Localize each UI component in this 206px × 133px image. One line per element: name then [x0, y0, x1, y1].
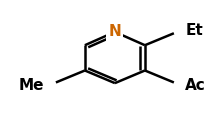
Text: Et: Et — [184, 23, 202, 38]
Text: Me: Me — [19, 78, 44, 93]
Text: Ac: Ac — [184, 78, 205, 93]
Text: N: N — [108, 24, 121, 39]
